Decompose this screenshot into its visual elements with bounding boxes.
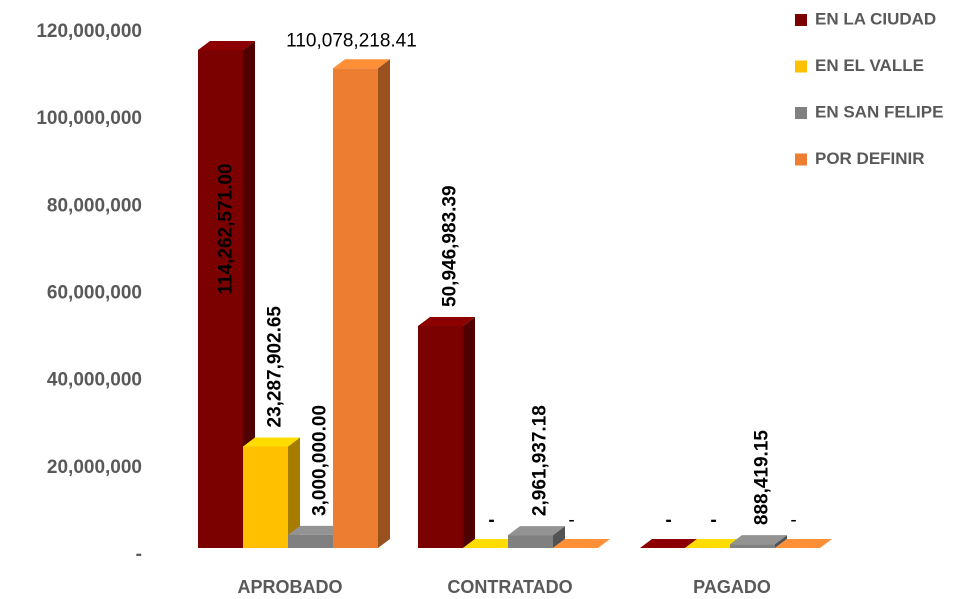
value-label: - (790, 510, 796, 531)
value-label: 23,287,902.65 (265, 306, 286, 428)
bar-top (333, 59, 390, 69)
value-label: - (488, 510, 494, 531)
y-tick-label: 100,000,000 (36, 108, 142, 129)
bar-top (685, 539, 742, 548)
bar-top (243, 437, 300, 447)
legend-label: EN SAN FELIPE (815, 102, 943, 121)
bar (730, 544, 775, 548)
value-label: - (665, 510, 671, 531)
value-label: 110,078,218.41 (286, 30, 417, 51)
value-label: - (710, 510, 716, 531)
bar-top (463, 539, 520, 548)
legend-swatch (795, 153, 807, 166)
bar-top (198, 41, 255, 51)
bar-top (553, 539, 610, 548)
y-tick-label: 60,000,000 (47, 283, 142, 304)
bar-side (243, 41, 255, 549)
bar-top (775, 539, 832, 548)
value-label: 114,262,571.00 (216, 163, 237, 294)
value-label: 3,000,000.00 (310, 405, 331, 516)
y-tick-label: 40,000,000 (47, 370, 142, 391)
bar (418, 325, 463, 548)
bar-top (288, 525, 345, 535)
bar (288, 534, 333, 548)
value-label: 50,946,983.39 (440, 185, 461, 307)
legend-swatch (795, 14, 807, 26)
legend-swatch (795, 60, 807, 73)
y-tick-label: - (136, 544, 142, 565)
bar-side (463, 316, 475, 548)
legend-label: EN EL VALLE (815, 56, 924, 75)
bar (198, 50, 243, 549)
legend-swatch (795, 107, 807, 119)
value-label: - (568, 510, 574, 531)
x-tick-label: PAGADO (693, 577, 771, 597)
bar (333, 68, 378, 548)
bar-side (553, 526, 565, 548)
bar-side (378, 59, 390, 548)
x-tick-label: CONTRATADO (447, 577, 572, 597)
value-label: 888,419.15 (752, 430, 773, 526)
y-tick-label: 80,000,000 (47, 195, 142, 216)
value-label: 2,961,937.18 (530, 405, 551, 516)
bar (508, 535, 553, 548)
x-tick-label: APROBADO (237, 577, 342, 597)
y-tick-label: 20,000,000 (47, 457, 142, 478)
bar-top (418, 316, 475, 326)
legend-label: POR DEFINIR (815, 149, 925, 168)
bar-top (640, 539, 697, 548)
bar-side (775, 535, 787, 548)
legend-label: EN LA CIUDAD (815, 9, 936, 28)
bar-top (730, 535, 787, 545)
bar-top (508, 526, 565, 536)
y-tick-label: 120,000,000 (36, 21, 142, 42)
bar-side (288, 437, 300, 548)
bar (243, 446, 288, 548)
